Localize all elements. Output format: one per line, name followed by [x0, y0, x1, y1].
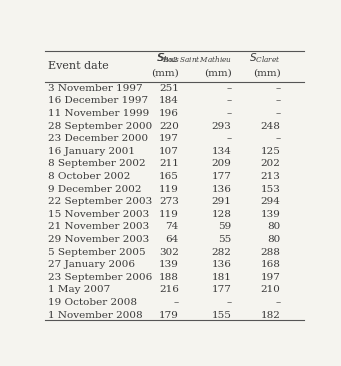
Text: 22 September 2003: 22 September 2003 — [48, 197, 152, 206]
Text: –: – — [226, 84, 232, 93]
Text: 107: 107 — [159, 147, 179, 156]
Text: 302: 302 — [159, 248, 179, 257]
Text: –: – — [275, 298, 281, 307]
Text: 213: 213 — [261, 172, 281, 181]
Text: 119: 119 — [159, 210, 179, 219]
Text: 177: 177 — [212, 172, 232, 181]
Text: 211: 211 — [159, 160, 179, 168]
Text: 74: 74 — [165, 223, 179, 231]
Text: 196: 196 — [159, 109, 179, 118]
Text: 197: 197 — [159, 134, 179, 143]
Text: 28 September 2000: 28 September 2000 — [48, 122, 152, 131]
Text: 11 November 1999: 11 November 1999 — [48, 109, 149, 118]
Text: 293: 293 — [212, 122, 232, 131]
Text: 282: 282 — [212, 248, 232, 257]
Text: 1 May 2007: 1 May 2007 — [48, 285, 110, 295]
Text: 8 September 2002: 8 September 2002 — [48, 160, 146, 168]
Text: 216: 216 — [159, 285, 179, 295]
Text: 16 January 2001: 16 January 2001 — [48, 147, 135, 156]
Text: 209: 209 — [212, 160, 232, 168]
Text: 15 November 2003: 15 November 2003 — [48, 210, 149, 219]
Text: 29 November 2003: 29 November 2003 — [48, 235, 149, 244]
Text: (mm): (mm) — [204, 68, 232, 77]
Text: 59: 59 — [218, 223, 232, 231]
Text: 139: 139 — [261, 210, 281, 219]
Text: –: – — [275, 84, 281, 93]
Text: 273: 273 — [159, 197, 179, 206]
Text: 184: 184 — [159, 96, 179, 105]
Text: 21 November 2003: 21 November 2003 — [48, 223, 149, 231]
Text: 210: 210 — [261, 285, 281, 295]
Text: 291: 291 — [212, 197, 232, 206]
Text: 1 November 2008: 1 November 2008 — [48, 311, 143, 320]
Text: 179: 179 — [159, 311, 179, 320]
Text: $S_{\mathregular{Bois\,Saint\,Mathieu}}$: $S_{\mathregular{Bois\,Saint\,Mathieu}}$ — [155, 51, 232, 65]
Text: 168: 168 — [261, 260, 281, 269]
Text: 248: 248 — [261, 122, 281, 131]
Text: –: – — [226, 96, 232, 105]
Text: –: – — [275, 109, 281, 118]
Text: 80: 80 — [267, 235, 281, 244]
Text: 136: 136 — [212, 184, 232, 194]
Text: $S_{\mathregular{hu2}}$: $S_{\mathregular{hu2}}$ — [157, 51, 179, 65]
Text: 134: 134 — [212, 147, 232, 156]
Text: Event date: Event date — [48, 61, 109, 71]
Text: 3 November 1997: 3 November 1997 — [48, 84, 143, 93]
Text: 5 September 2005: 5 September 2005 — [48, 248, 146, 257]
Text: 197: 197 — [261, 273, 281, 282]
Text: (mm): (mm) — [253, 68, 281, 77]
Text: –: – — [226, 134, 232, 143]
Text: 177: 177 — [212, 285, 232, 295]
Text: 182: 182 — [261, 311, 281, 320]
Text: 155: 155 — [212, 311, 232, 320]
Text: 64: 64 — [165, 235, 179, 244]
Text: –: – — [174, 298, 179, 307]
Text: 119: 119 — [159, 184, 179, 194]
Text: 220: 220 — [159, 122, 179, 131]
Text: 181: 181 — [212, 273, 232, 282]
Text: 202: 202 — [261, 160, 281, 168]
Text: (mm): (mm) — [151, 68, 179, 77]
Text: –: – — [275, 96, 281, 105]
Text: 153: 153 — [261, 184, 281, 194]
Text: 23 September 2006: 23 September 2006 — [48, 273, 152, 282]
Text: –: – — [226, 109, 232, 118]
Text: 288: 288 — [261, 248, 281, 257]
Text: –: – — [226, 298, 232, 307]
Text: 16 December 1997: 16 December 1997 — [48, 96, 148, 105]
Text: 27 January 2006: 27 January 2006 — [48, 260, 135, 269]
Text: 188: 188 — [159, 273, 179, 282]
Text: 9 December 2002: 9 December 2002 — [48, 184, 142, 194]
Text: 136: 136 — [212, 260, 232, 269]
Text: 55: 55 — [218, 235, 232, 244]
Text: –: – — [275, 134, 281, 143]
Text: 139: 139 — [159, 260, 179, 269]
Text: 8 October 2002: 8 October 2002 — [48, 172, 130, 181]
Text: $S_{\mathregular{Claret}}$: $S_{\mathregular{Claret}}$ — [249, 51, 281, 65]
Text: 23 December 2000: 23 December 2000 — [48, 134, 148, 143]
Text: 165: 165 — [159, 172, 179, 181]
Text: 251: 251 — [159, 84, 179, 93]
Text: 19 October 2008: 19 October 2008 — [48, 298, 137, 307]
Text: 80: 80 — [267, 223, 281, 231]
Text: 128: 128 — [212, 210, 232, 219]
Text: 125: 125 — [261, 147, 281, 156]
Text: 294: 294 — [261, 197, 281, 206]
